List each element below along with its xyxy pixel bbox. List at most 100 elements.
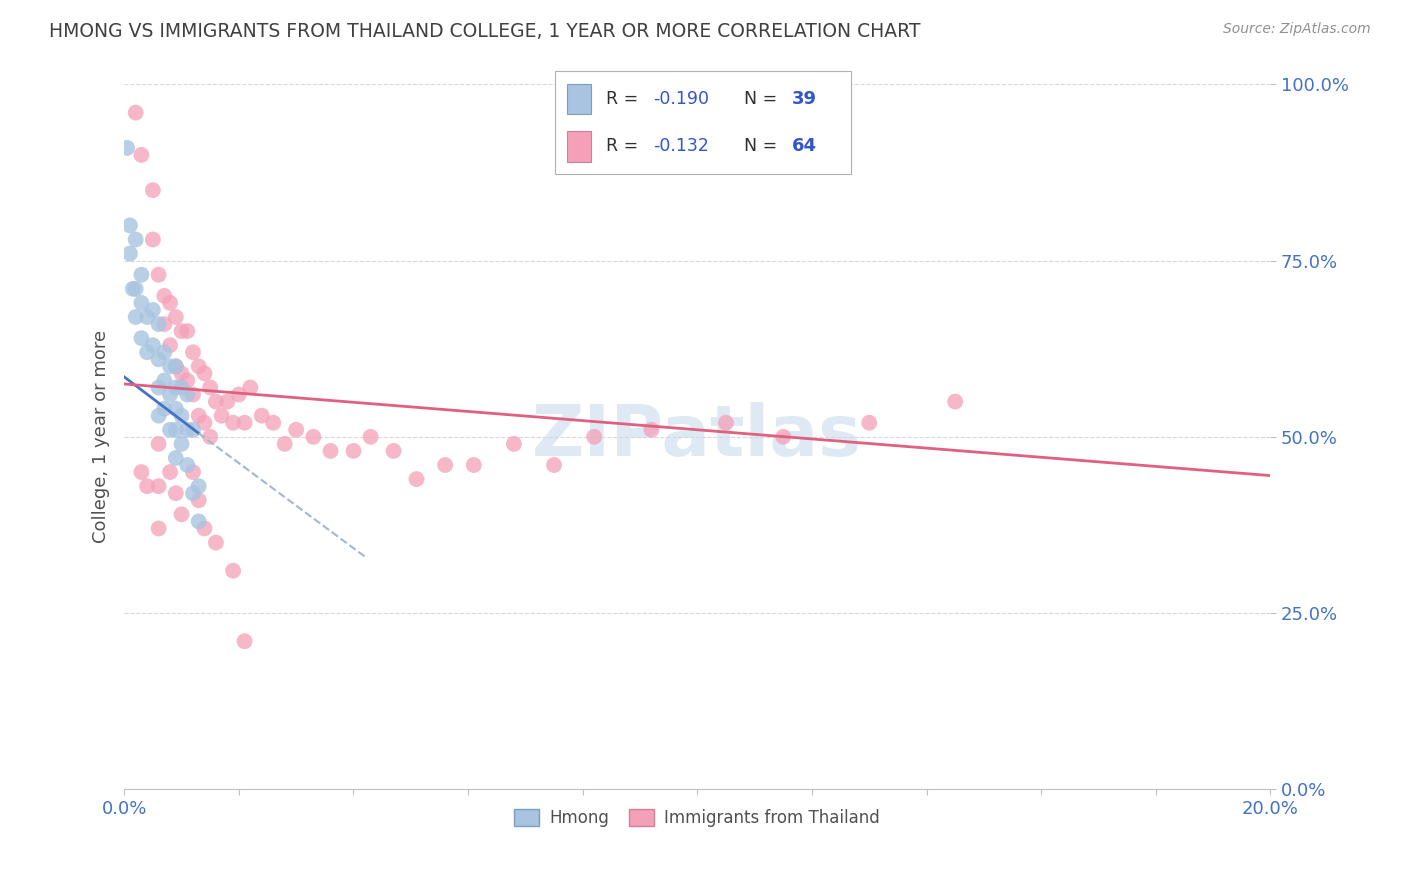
Point	[193, 367, 215, 381]
Point	[222, 564, 245, 578]
Point	[142, 302, 165, 317]
Point	[148, 521, 170, 535]
Point	[217, 394, 239, 409]
Point	[198, 380, 221, 394]
Point	[342, 444, 364, 458]
Point	[181, 465, 204, 479]
Point	[136, 310, 159, 324]
Point	[170, 508, 193, 522]
Point	[170, 367, 193, 381]
Point	[262, 416, 284, 430]
Point	[319, 444, 342, 458]
Text: R =: R =	[606, 90, 644, 108]
FancyBboxPatch shape	[567, 131, 591, 161]
Text: 39: 39	[792, 90, 817, 108]
Legend: Hmong, Immigrants from Thailand: Hmong, Immigrants from Thailand	[508, 802, 887, 834]
Text: -0.190: -0.190	[652, 90, 709, 108]
Point	[943, 394, 966, 409]
Point	[165, 401, 187, 416]
Y-axis label: College, 1 year or more: College, 1 year or more	[93, 330, 110, 543]
Point	[360, 430, 382, 444]
Point	[165, 359, 187, 374]
Point	[176, 423, 198, 437]
Point	[205, 535, 228, 549]
Point	[142, 232, 165, 246]
Point	[165, 450, 187, 465]
Point	[273, 437, 295, 451]
Point	[118, 219, 141, 233]
Point	[165, 486, 187, 500]
Point	[148, 352, 170, 367]
Point	[136, 345, 159, 359]
Point	[125, 310, 148, 324]
Point	[193, 521, 215, 535]
Point	[222, 416, 245, 430]
Point	[159, 338, 181, 352]
Point	[136, 479, 159, 493]
Point	[148, 409, 170, 423]
Point	[233, 634, 256, 648]
Point	[131, 465, 153, 479]
Text: R =: R =	[606, 137, 644, 155]
Point	[153, 401, 176, 416]
Point	[463, 458, 485, 472]
Text: ZIPatlas: ZIPatlas	[533, 402, 862, 471]
Point	[187, 493, 209, 508]
Text: HMONG VS IMMIGRANTS FROM THAILAND COLLEGE, 1 YEAR OR MORE CORRELATION CHART: HMONG VS IMMIGRANTS FROM THAILAND COLLEG…	[49, 22, 921, 41]
Point	[198, 430, 221, 444]
Point	[187, 409, 209, 423]
Point	[153, 317, 176, 331]
Point	[176, 387, 198, 401]
Point	[165, 359, 187, 374]
Point	[165, 423, 187, 437]
Text: 64: 64	[792, 137, 817, 155]
Point	[131, 296, 153, 310]
Point	[165, 380, 187, 394]
Point	[159, 387, 181, 401]
Point	[159, 359, 181, 374]
Point	[640, 423, 662, 437]
Point	[148, 437, 170, 451]
Point	[153, 374, 176, 388]
Text: -0.132: -0.132	[652, 137, 709, 155]
Point	[434, 458, 457, 472]
Point	[170, 409, 193, 423]
Point	[193, 416, 215, 430]
Point	[181, 345, 204, 359]
Point	[405, 472, 427, 486]
Point	[159, 465, 181, 479]
Point	[170, 324, 193, 338]
Point	[302, 430, 325, 444]
Point	[250, 409, 273, 423]
Point	[121, 282, 143, 296]
Point	[187, 359, 209, 374]
Point	[131, 331, 153, 345]
Point	[187, 515, 209, 529]
Point	[165, 310, 187, 324]
Point	[543, 458, 565, 472]
Point	[159, 296, 181, 310]
Point	[148, 380, 170, 394]
Point	[233, 416, 256, 430]
Point	[125, 232, 148, 246]
Point	[211, 409, 233, 423]
Point	[148, 268, 170, 282]
Point	[187, 479, 209, 493]
Point	[239, 380, 262, 394]
Text: N =: N =	[744, 90, 783, 108]
Point	[131, 148, 153, 162]
Point	[181, 423, 204, 437]
Point	[148, 317, 170, 331]
Point	[228, 387, 250, 401]
Point	[181, 486, 204, 500]
Point	[176, 324, 198, 338]
Point	[170, 380, 193, 394]
Point	[503, 437, 526, 451]
Text: N =: N =	[744, 137, 783, 155]
Point	[714, 416, 737, 430]
Point	[125, 282, 148, 296]
Point	[153, 289, 176, 303]
Text: Source: ZipAtlas.com: Source: ZipAtlas.com	[1223, 22, 1371, 37]
Point	[285, 423, 308, 437]
Point	[176, 458, 198, 472]
